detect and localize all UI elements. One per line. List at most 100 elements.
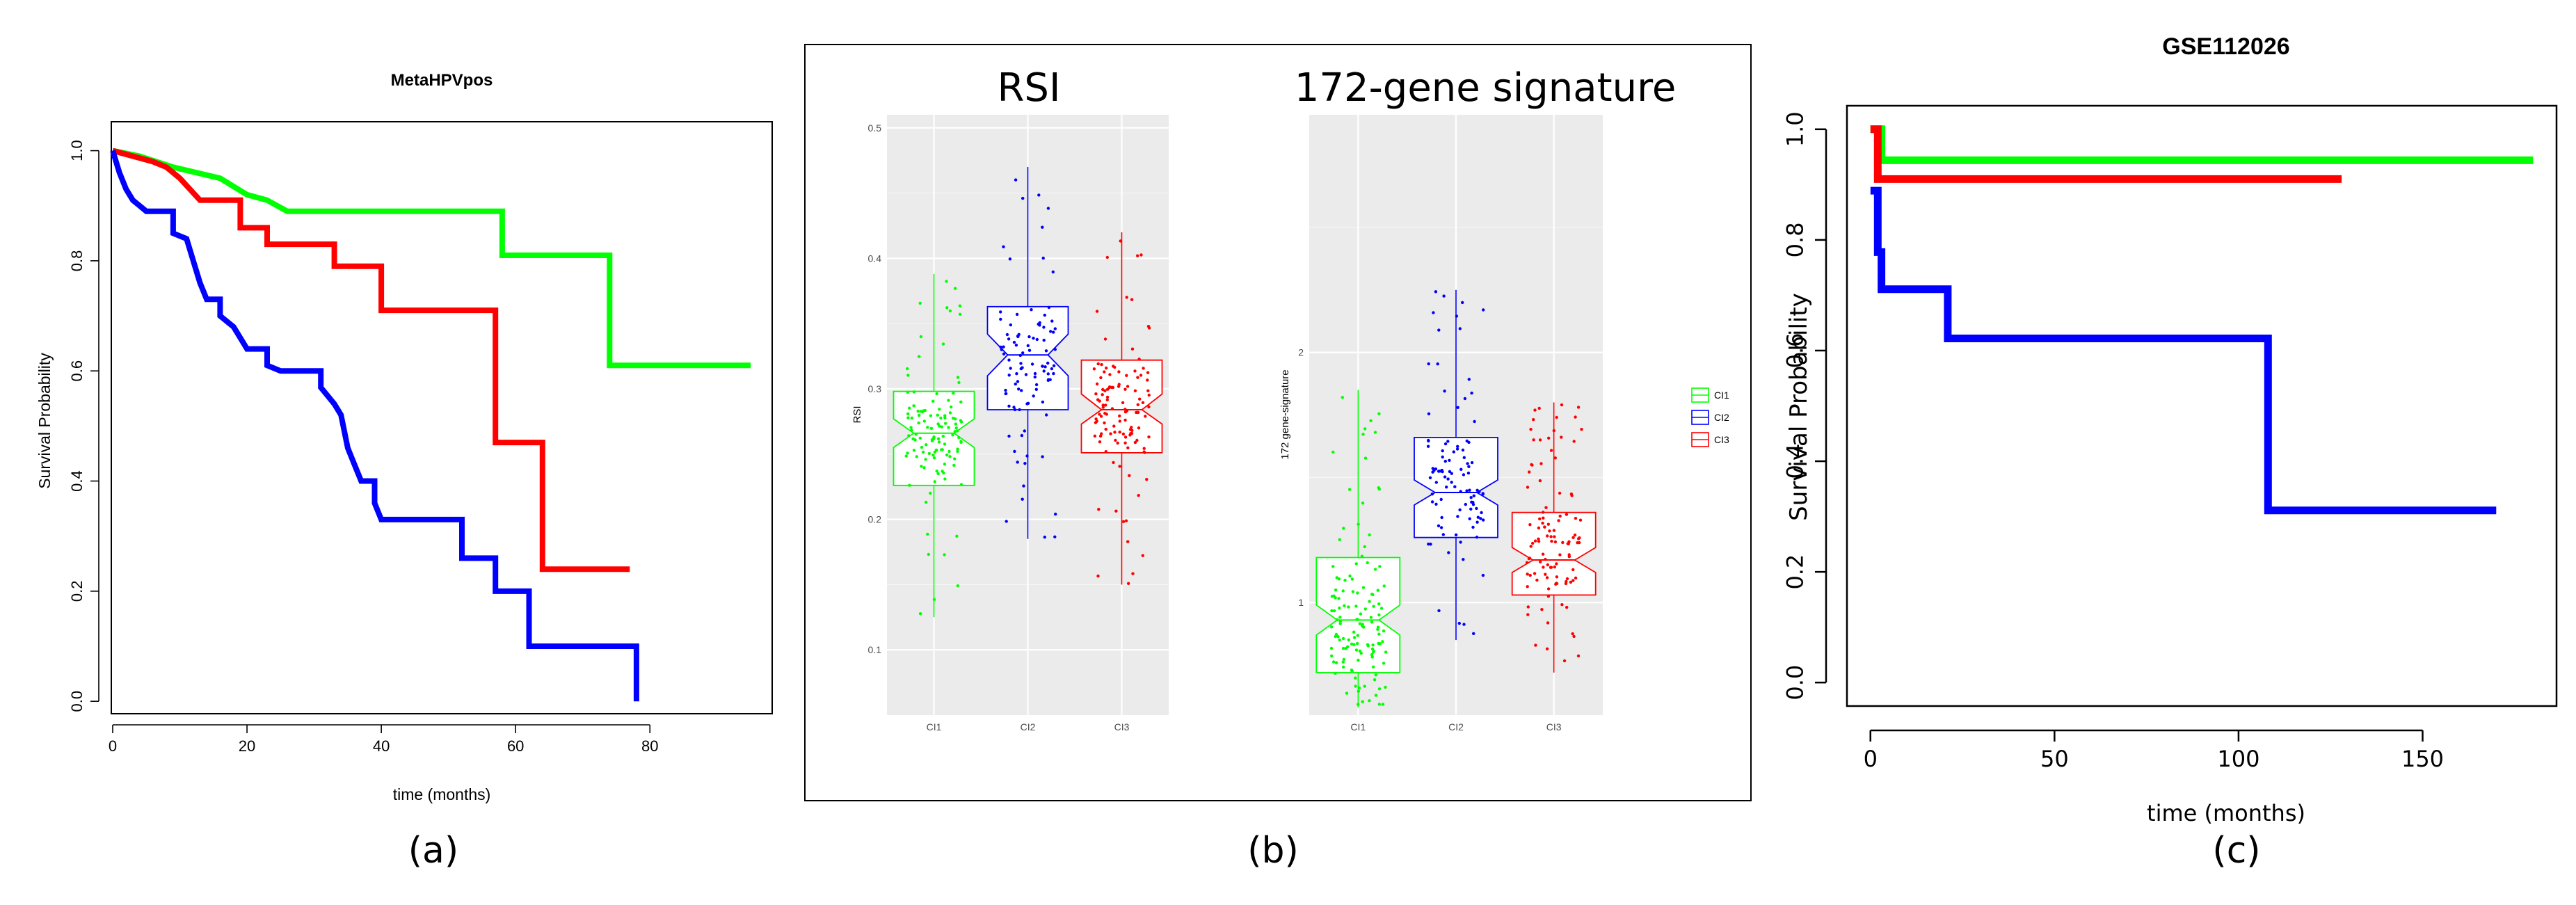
data-point (1437, 609, 1441, 613)
data-point (959, 440, 963, 443)
y-tick-label: 1.0 (1782, 111, 1808, 147)
data-point (936, 437, 941, 440)
data-point (1099, 415, 1103, 418)
data-point (1452, 450, 1455, 454)
data-point (924, 458, 927, 461)
data-point (1136, 376, 1139, 379)
y-tick-label: 0.2 (1782, 554, 1808, 590)
data-point (1457, 621, 1461, 625)
data-point (1543, 525, 1546, 529)
data-point (1341, 589, 1345, 593)
y-tick-label: 1.0 (68, 140, 86, 161)
data-point (1338, 638, 1341, 642)
data-point (1465, 489, 1469, 492)
data-point (1473, 419, 1476, 424)
data-point (1334, 634, 1337, 639)
panel-a-axes: 0 20 40 60 80 0.0 0.2 0.4 0.6 0.8 1.0 (68, 140, 659, 755)
data-point (1358, 649, 1362, 652)
data-point (1103, 337, 1107, 341)
data-point (1366, 643, 1370, 646)
data-point (960, 420, 963, 424)
data-point (1343, 579, 1347, 582)
data-point (1098, 413, 1101, 416)
data-point (936, 413, 940, 417)
data-point (1136, 254, 1139, 257)
data-point (1052, 371, 1055, 376)
data-point (1094, 421, 1098, 424)
data-point (1529, 545, 1533, 548)
panel-b2-title: 172-gene signature (1295, 65, 1677, 111)
data-point (1354, 684, 1357, 688)
data-point (999, 310, 1002, 314)
data-point (1334, 588, 1338, 592)
data-point (918, 436, 922, 440)
data-point (1030, 308, 1033, 312)
x-tick-label: 20 (239, 737, 255, 755)
data-point (1042, 326, 1046, 329)
data-point (1533, 572, 1537, 575)
data-point (1013, 449, 1016, 454)
data-point (1578, 536, 1581, 540)
data-point (1118, 414, 1121, 418)
data-point (939, 416, 943, 420)
data-point (1051, 270, 1055, 274)
y-tick-label: 0.2 (68, 581, 86, 602)
data-point (1434, 502, 1438, 506)
data-point (1555, 562, 1558, 566)
data-point (1458, 508, 1462, 512)
data-point (1360, 554, 1364, 558)
data-point (943, 414, 947, 417)
legend-label: CI3 (1714, 434, 1729, 445)
data-point (1455, 447, 1459, 451)
panel-a: MetaHPVpos 0 20 40 60 80 0.0 0.2 0.4 0.6 0.8 1.0 t… (35, 71, 773, 872)
data-point (916, 409, 920, 413)
data-point (1471, 503, 1475, 506)
panel-a-title: MetaHPVpos (391, 71, 493, 90)
panel-b-legend: CI1 CI2 CI3 (1691, 387, 1729, 447)
data-point (1041, 455, 1044, 458)
data-point (1138, 397, 1142, 401)
data-point (1125, 374, 1128, 377)
data-point (956, 449, 959, 454)
data-point (1331, 450, 1335, 454)
data-point (1574, 415, 1577, 419)
data-point (1546, 621, 1550, 625)
panel-a-ylabel: Survival Probability (35, 353, 54, 489)
x-tick-label: CI3 (1546, 721, 1562, 732)
data-point (1100, 432, 1103, 435)
data-point (1142, 447, 1146, 450)
data-point (1341, 636, 1345, 641)
data-point (1546, 587, 1551, 591)
x-tick-label: CI1 (927, 721, 942, 732)
data-point (906, 451, 909, 455)
data-point (1099, 376, 1103, 380)
data-point (1108, 373, 1112, 376)
data-point (1037, 193, 1041, 197)
data-point (1481, 573, 1485, 577)
data-point (1015, 312, 1019, 317)
data-point (1572, 634, 1576, 639)
data-point (1532, 418, 1535, 422)
data-point (1030, 362, 1034, 366)
data-point (1363, 456, 1368, 460)
data-point (1427, 439, 1430, 443)
data-point (1018, 408, 1021, 412)
data-point (1130, 431, 1134, 435)
data-point (1007, 337, 1011, 341)
data-point (1442, 294, 1446, 298)
data-point (936, 422, 940, 426)
data-point (1042, 369, 1046, 373)
data-point (999, 345, 1002, 349)
data-point (1041, 256, 1045, 260)
panel-a-xlabel: time (months) (393, 785, 491, 803)
data-point (1133, 389, 1137, 392)
data-point (1053, 348, 1057, 351)
x-tick-label: 50 (2040, 746, 2069, 772)
data-point (1372, 665, 1375, 668)
data-point (1558, 491, 1562, 495)
data-point (1366, 561, 1369, 565)
data-point (1475, 506, 1478, 511)
data-point (1571, 579, 1575, 582)
data-point (1580, 428, 1583, 431)
data-point (1104, 450, 1108, 454)
